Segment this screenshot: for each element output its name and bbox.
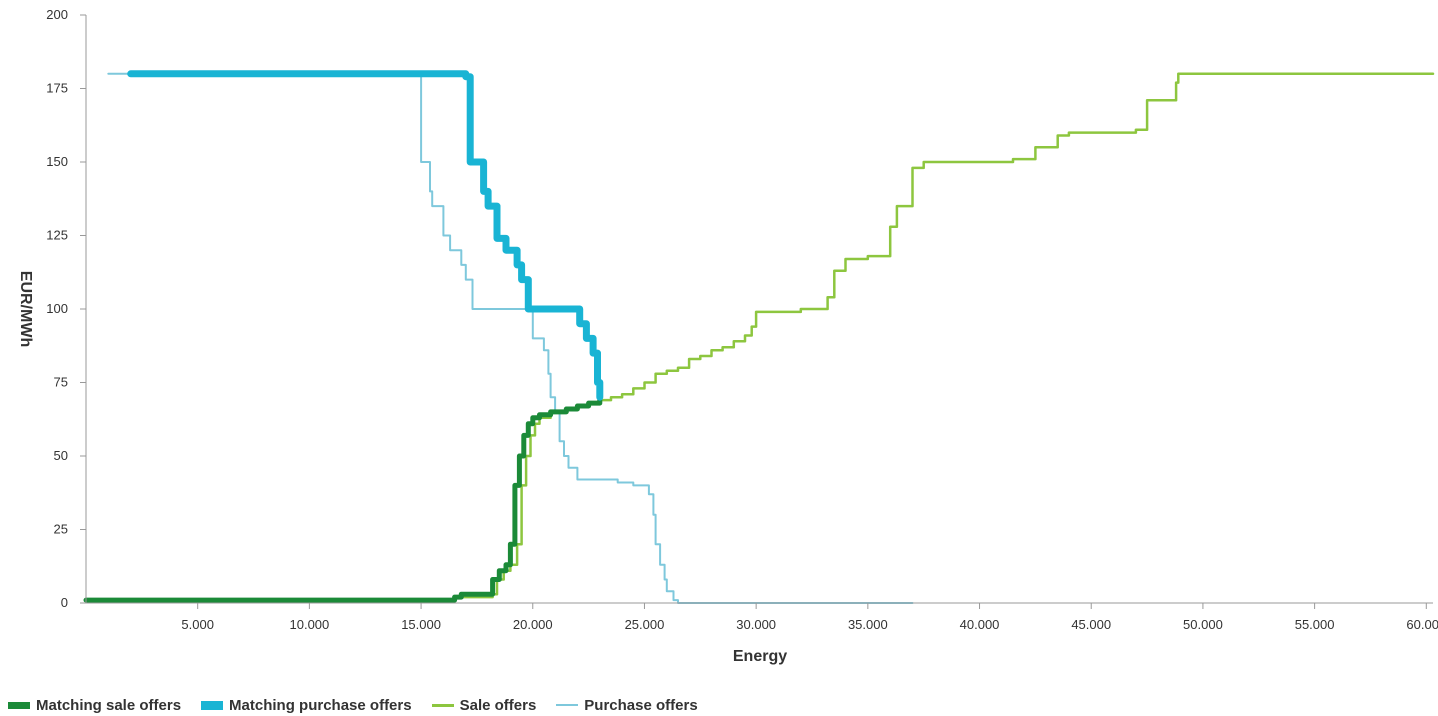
legend-label: Matching sale offers — [36, 696, 182, 714]
y-tick-label: 200 — [46, 7, 68, 22]
legend-item[interactable]: Sale offers — [431, 696, 537, 714]
legend-swatch — [201, 700, 224, 710]
y-tick-label: 100 — [46, 301, 68, 316]
y-tick-label: 50 — [54, 448, 68, 463]
y-tick-label: 125 — [46, 228, 68, 243]
series-layer — [83, 70, 1435, 604]
legend-label: Purchase offers — [584, 696, 698, 714]
x-ticks: 5.000 10.000 15.000 20.000 25.000 30.000 35.00… — [181, 603, 1438, 632]
x-tick-label: 60.000 — [1406, 617, 1438, 632]
legend-item[interactable]: Matching sale offers — [8, 697, 181, 714]
series-line-sale-offers — [84, 72, 1435, 602]
x-tick-label: 45.000 — [1071, 617, 1111, 632]
legend-label: Matching purchase offers — [229, 696, 412, 714]
series-line-purchase-offers — [107, 72, 914, 604]
x-tick-label: 5.000 — [181, 617, 214, 632]
x-tick-label: 30.000 — [736, 617, 776, 632]
legend-swatch — [8, 701, 30, 709]
y-tick-label: 150 — [46, 154, 68, 169]
legend-label: Sale offers — [459, 696, 537, 714]
x-tick-label: 25.000 — [625, 617, 665, 632]
x-tick-label: 35.000 — [848, 617, 888, 632]
legend-item[interactable]: Purchase offers — [556, 696, 698, 714]
x-tick-label: 10.000 — [290, 617, 330, 632]
legend-item[interactable]: Matching purchase offers — [201, 697, 412, 714]
x-tick-label: 50.000 — [1183, 617, 1223, 632]
x-tick-label: 20.000 — [513, 617, 553, 632]
series-line-matching-sale-offers — [83, 397, 603, 603]
y-axis-title: EUR/MWh — [17, 271, 34, 347]
x-axis-title: Energy — [733, 648, 787, 665]
y-tick-label: 0 — [61, 595, 68, 610]
y-tick-label: 25 — [54, 522, 68, 537]
legend: Matching sale offers Matching purchase of… — [8, 694, 718, 716]
x-tick-label: 15.000 — [401, 617, 441, 632]
legend-swatch — [431, 703, 454, 707]
y-ticks: 0 25 50 75 100 125 150 175 200 — [46, 7, 86, 610]
y-tick-label: 175 — [46, 81, 68, 96]
x-tick-label: 55.000 — [1295, 617, 1335, 632]
y-tick-label: 75 — [54, 375, 68, 390]
series-line-matching-purchase-offers — [127, 70, 604, 401]
x-tick-label: 40.000 — [960, 617, 1000, 632]
legend-swatch — [556, 704, 579, 706]
